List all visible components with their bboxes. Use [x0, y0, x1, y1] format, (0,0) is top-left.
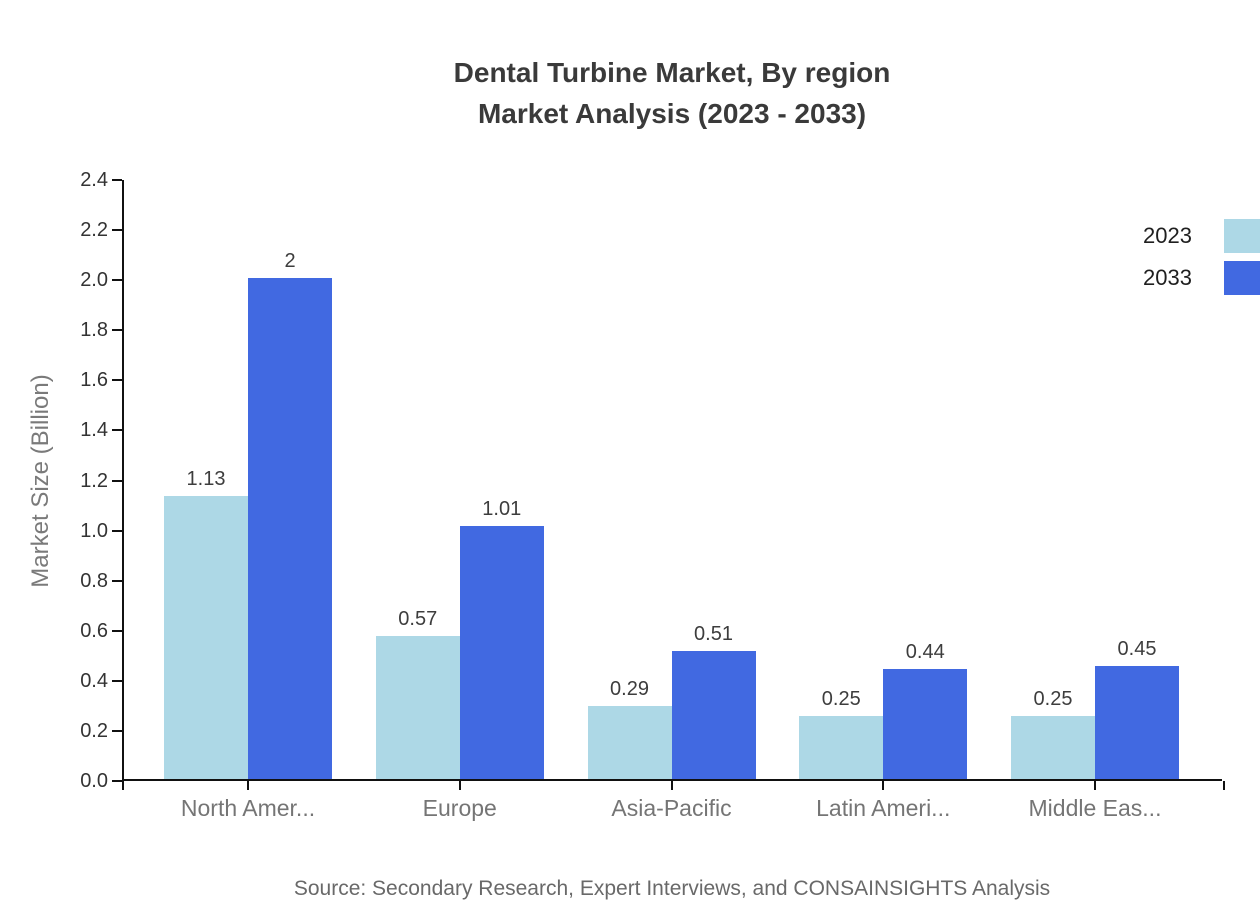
category-label: Latin Ameri...	[816, 795, 951, 821]
legend-swatch	[1224, 219, 1260, 253]
y-axis-tick	[112, 279, 122, 282]
category-label: Asia-Pacific	[611, 795, 732, 821]
y-axis-tick	[112, 679, 122, 682]
bar-2033	[248, 278, 332, 779]
y-axis-tick-label: 1.6	[80, 369, 108, 392]
chart-title: Dental Turbine Market, By region Market …	[122, 52, 1222, 134]
legend-item: 2033	[1143, 261, 1260, 295]
y-axis-tick-label: 2.0	[80, 269, 108, 292]
chart-title-line-2: Market Analysis (2023 - 2033)	[477, 98, 867, 129]
x-axis-tick	[247, 781, 249, 790]
legend-item: 2023	[1143, 219, 1260, 253]
bar-2023	[587, 706, 672, 779]
y-axis-tick-label: 0.8	[80, 569, 108, 592]
y-axis-tick	[112, 579, 122, 582]
bar-value-label: 0.25	[821, 688, 861, 711]
x-axis-tick	[1094, 781, 1096, 790]
x-axis-tick	[458, 781, 461, 790]
bar-2023	[375, 636, 460, 779]
y-axis-tick	[112, 729, 122, 732]
y-axis-tick	[112, 379, 122, 382]
x-axis-tick	[882, 781, 885, 790]
bar-value-label: 0.45	[1117, 638, 1157, 661]
bar-value-label: 0.44	[905, 640, 945, 663]
y-axis-tick	[112, 329, 122, 332]
bar-2023	[799, 716, 884, 779]
category-label: North Amer...	[180, 795, 316, 821]
y-axis-tick-label: 0.0	[80, 770, 108, 792]
bar-2033	[459, 526, 544, 779]
legend: 2023 2033	[1143, 219, 1260, 303]
y-axis-tick	[112, 229, 122, 232]
y-axis-tick	[112, 429, 122, 432]
bar-value-label: 0.51	[694, 623, 733, 646]
legend-swatch	[1224, 261, 1260, 295]
y-axis-tick-label: 1.0	[80, 519, 108, 542]
y-axis-tick	[112, 179, 122, 181]
y-axis-tick-label: 0.4	[80, 669, 108, 692]
category-label: Europe	[422, 795, 497, 821]
source-note: Source: Secondary Research, Expert Inter…	[293, 877, 1051, 900]
y-axis-tick-label: 0.2	[80, 719, 108, 742]
y-axis-tick	[112, 479, 122, 482]
bar-2023	[1011, 716, 1095, 779]
bar-2033	[883, 668, 968, 779]
legend-label: 2023	[1143, 223, 1192, 248]
y-axis-tick-label: 0.6	[80, 619, 108, 642]
bar-value-label: 1.01	[482, 498, 522, 521]
bar-value-label: 2	[284, 250, 296, 273]
bar-2023	[164, 496, 248, 779]
bar-2033	[671, 651, 756, 779]
chart-title-line-1: Dental Turbine Market, By region	[453, 57, 891, 88]
y-axis-tick	[112, 629, 122, 632]
category-label: Middle Eas...	[1028, 795, 1162, 821]
x-axis-end-tick	[1223, 781, 1225, 790]
bar-value-label: 0.25	[1033, 688, 1073, 711]
bar-value-label: 1.13	[186, 468, 226, 491]
y-axis-tick-label: 2.2	[80, 219, 108, 242]
bar-value-label: 0.57	[398, 608, 438, 631]
y-axis-tick	[112, 780, 122, 782]
y-axis-tick	[112, 529, 122, 532]
plot-area: 0.0 0.2 0.4 0.6 0.8 1.0 1.2 1.4 1.6 1.8 2.0 2.2 2.4 N…	[80, 169, 1225, 821]
y-axis-tick-label: 1.8	[80, 319, 108, 342]
bar-2033	[1095, 666, 1179, 779]
y-axis-tick-label: 1.2	[80, 469, 108, 492]
y-axis-tick-label: 1.4	[80, 419, 108, 442]
x-axis-end-tick	[122, 781, 124, 790]
y-axis-tick-label: 2.4	[80, 169, 108, 191]
legend-label: 2033	[1143, 265, 1192, 290]
x-axis-tick	[670, 781, 673, 790]
bar-value-label: 0.29	[610, 678, 649, 701]
